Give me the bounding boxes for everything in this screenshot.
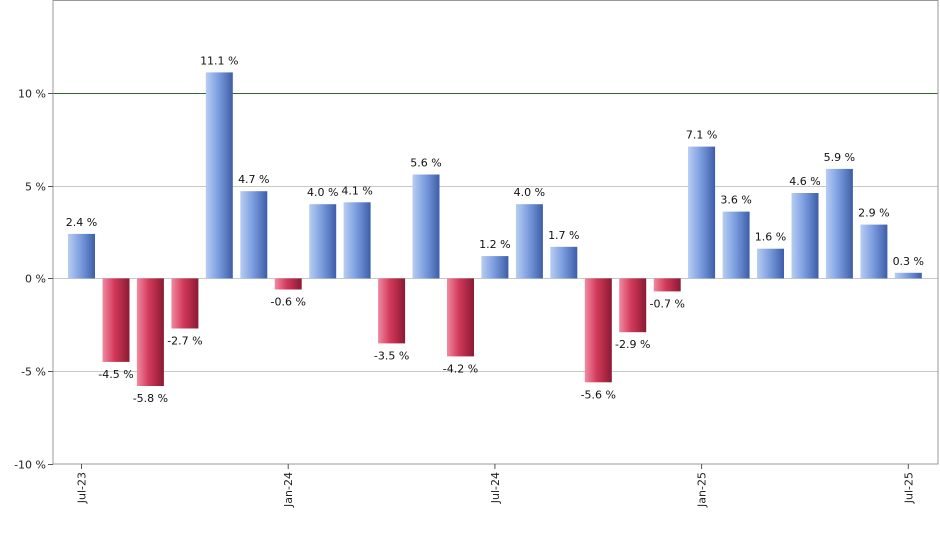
data-label: -4.5 % bbox=[98, 368, 133, 381]
bar bbox=[309, 204, 337, 279]
x-tick-label: Jul-25 bbox=[902, 472, 915, 504]
data-label: 5.6 % bbox=[410, 157, 441, 170]
axes: -10 % -5 % 0 % 5 % 10 % Jul-23 Jan-24 Jul-24 Jan… bbox=[14, 0, 939, 508]
x-tick-label: Jul-24 bbox=[489, 472, 502, 504]
bar bbox=[688, 146, 716, 279]
data-label: -5.6 % bbox=[581, 388, 616, 401]
data-label: 1.6 % bbox=[755, 231, 786, 244]
data-label: 4.6 % bbox=[789, 175, 820, 188]
y-tick-label: 0 % bbox=[25, 273, 46, 286]
data-label: 3.6 % bbox=[720, 194, 751, 207]
bar bbox=[619, 278, 647, 333]
bar bbox=[412, 174, 440, 279]
data-label: 4.1 % bbox=[341, 184, 372, 197]
data-label: 0.3 % bbox=[893, 255, 924, 268]
plot-frame bbox=[52, 0, 939, 465]
y-tick-label: 10 % bbox=[18, 88, 46, 101]
bar bbox=[274, 278, 302, 290]
bar bbox=[481, 256, 509, 279]
bar bbox=[757, 248, 784, 279]
bar bbox=[68, 233, 95, 279]
data-label: 7.1 % bbox=[686, 129, 717, 142]
y-tick-label: -5 % bbox=[21, 366, 46, 379]
bar bbox=[343, 202, 371, 279]
bar bbox=[550, 246, 578, 279]
data-label: 1.2 % bbox=[479, 238, 510, 251]
data-label: 1.7 % bbox=[548, 229, 579, 242]
y-tick-label: 5 % bbox=[25, 181, 46, 194]
bar bbox=[136, 278, 164, 386]
data-label: -3.5 % bbox=[374, 349, 409, 362]
data-label: 11.1 % bbox=[200, 54, 238, 67]
data-label: -4.2 % bbox=[443, 362, 478, 375]
data-labels: 2.4 % -4.5 %-5.8 % -2.7 % 11.1 % 4.7 % -0.6 %… bbox=[66, 54, 924, 405]
bar bbox=[791, 193, 819, 279]
data-label: 5.9 % bbox=[824, 151, 855, 164]
data-label: -0.6 % bbox=[270, 296, 305, 309]
data-label: 2.9 % bbox=[858, 207, 889, 220]
bar bbox=[447, 278, 474, 357]
bar bbox=[515, 204, 543, 279]
x-tick-label: Jan-24 bbox=[282, 472, 295, 508]
bar bbox=[102, 278, 130, 362]
bar bbox=[584, 278, 612, 383]
data-label: 2.4 % bbox=[66, 216, 97, 229]
data-label: 4.7 % bbox=[238, 173, 269, 186]
bar bbox=[894, 272, 922, 279]
data-label: -0.7 % bbox=[649, 297, 684, 310]
x-tick-label: Jul-23 bbox=[76, 472, 89, 504]
bar bbox=[825, 168, 853, 279]
bar bbox=[171, 278, 199, 329]
bars bbox=[68, 72, 922, 386]
bar bbox=[653, 278, 681, 292]
data-label: 4.0 % bbox=[514, 186, 545, 199]
bar bbox=[205, 72, 233, 279]
bar bbox=[860, 224, 888, 279]
data-label: -2.9 % bbox=[615, 338, 650, 351]
data-label: -2.7 % bbox=[167, 335, 202, 348]
bar bbox=[240, 191, 268, 279]
data-label: 4.0 % bbox=[307, 186, 338, 199]
y-tick-label: -10 % bbox=[14, 459, 46, 472]
x-tick-label: Jan-25 bbox=[696, 472, 709, 508]
data-label: -5.8 % bbox=[133, 392, 168, 405]
bar bbox=[378, 278, 406, 344]
grid-lines bbox=[53, 93, 938, 372]
bar bbox=[722, 211, 750, 279]
